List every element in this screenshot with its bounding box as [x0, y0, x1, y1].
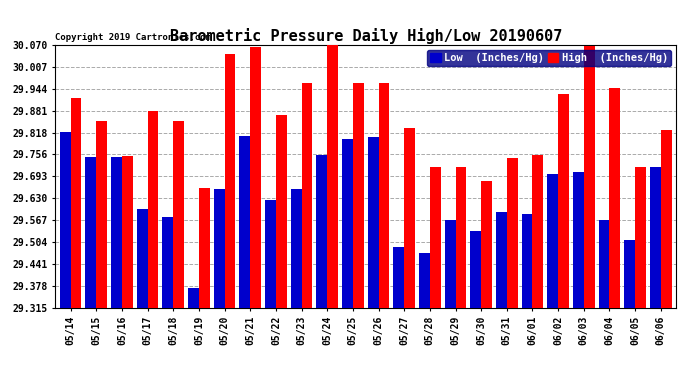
Bar — [250, 47, 261, 308]
Bar — [379, 83, 389, 308]
Title: Barometric Pressure Daily High/Low 20190607: Barometric Pressure Daily High/Low 20190… — [170, 28, 562, 44]
Bar — [239, 136, 250, 308]
Bar — [635, 167, 646, 308]
Bar — [327, 29, 338, 308]
Bar — [290, 189, 302, 308]
Bar — [342, 139, 353, 308]
Bar — [404, 129, 415, 308]
Bar — [599, 220, 609, 308]
Bar — [265, 200, 276, 308]
Bar — [609, 88, 620, 308]
Bar — [661, 130, 671, 308]
Bar — [148, 111, 159, 308]
Bar — [162, 217, 173, 308]
Bar — [111, 157, 122, 308]
Bar — [584, 46, 595, 308]
Bar — [188, 288, 199, 308]
Bar — [86, 157, 97, 308]
Bar — [650, 167, 661, 308]
Text: Copyright 2019 Cartronics.com: Copyright 2019 Cartronics.com — [55, 33, 211, 42]
Bar — [353, 83, 364, 308]
Bar — [122, 156, 132, 308]
Bar — [533, 154, 543, 308]
Bar — [368, 137, 379, 308]
Legend: Low  (Inches/Hg), High  (Inches/Hg): Low (Inches/Hg), High (Inches/Hg) — [427, 50, 671, 66]
Bar — [430, 167, 441, 308]
Bar — [419, 253, 430, 308]
Bar — [224, 54, 235, 307]
Bar — [507, 158, 518, 308]
Bar — [445, 220, 455, 308]
Bar — [173, 122, 184, 308]
Bar — [317, 154, 327, 308]
Bar — [496, 212, 507, 308]
Bar — [522, 214, 533, 308]
Bar — [455, 167, 466, 308]
Bar — [547, 174, 558, 308]
Bar — [624, 240, 635, 308]
Bar — [137, 210, 148, 308]
Bar — [214, 189, 224, 308]
Bar — [393, 248, 404, 308]
Bar — [276, 114, 286, 308]
Bar — [60, 132, 70, 308]
Bar — [302, 83, 313, 308]
Bar — [199, 188, 210, 308]
Bar — [558, 94, 569, 308]
Bar — [70, 98, 81, 308]
Bar — [97, 122, 107, 308]
Bar — [573, 172, 584, 308]
Bar — [471, 231, 481, 308]
Bar — [481, 181, 492, 308]
